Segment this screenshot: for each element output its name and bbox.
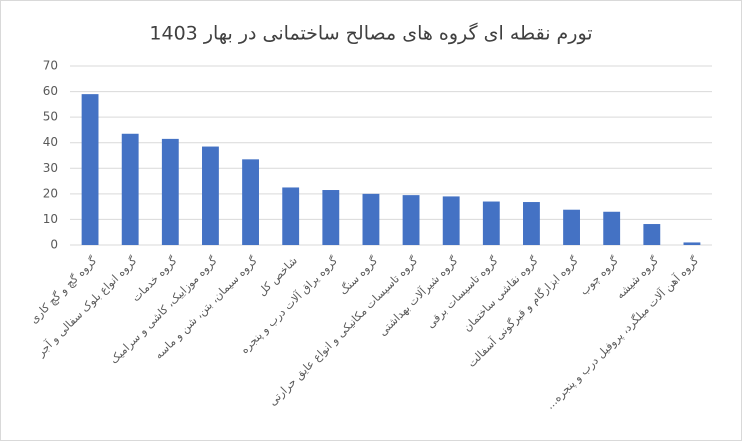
bar — [442, 196, 460, 245]
bar — [643, 224, 661, 245]
chart-title: تورم نقطه ای گروه های مصالح ساختمانی در … — [149, 22, 592, 45]
bar — [242, 159, 259, 245]
y-tick-label: 20 — [43, 186, 58, 200]
bar — [161, 138, 179, 245]
y-tick-label: 30 — [43, 161, 58, 175]
y-tick-label: 10 — [43, 212, 58, 226]
bar — [202, 146, 219, 245]
bar — [523, 202, 540, 245]
bar — [563, 209, 580, 245]
y-tick-label: 0 — [50, 238, 58, 252]
y-tick-label: 70 — [43, 59, 58, 73]
bar — [121, 133, 139, 245]
bar — [362, 193, 380, 245]
y-tick-label: 40 — [43, 135, 58, 149]
bar — [482, 201, 500, 245]
bar — [81, 94, 99, 245]
bar — [683, 242, 701, 245]
y-tick-label: 60 — [43, 84, 58, 98]
bar — [282, 187, 300, 245]
bar — [603, 211, 621, 245]
bar — [322, 190, 340, 245]
bar — [402, 195, 420, 245]
y-tick-label: 50 — [43, 110, 58, 124]
